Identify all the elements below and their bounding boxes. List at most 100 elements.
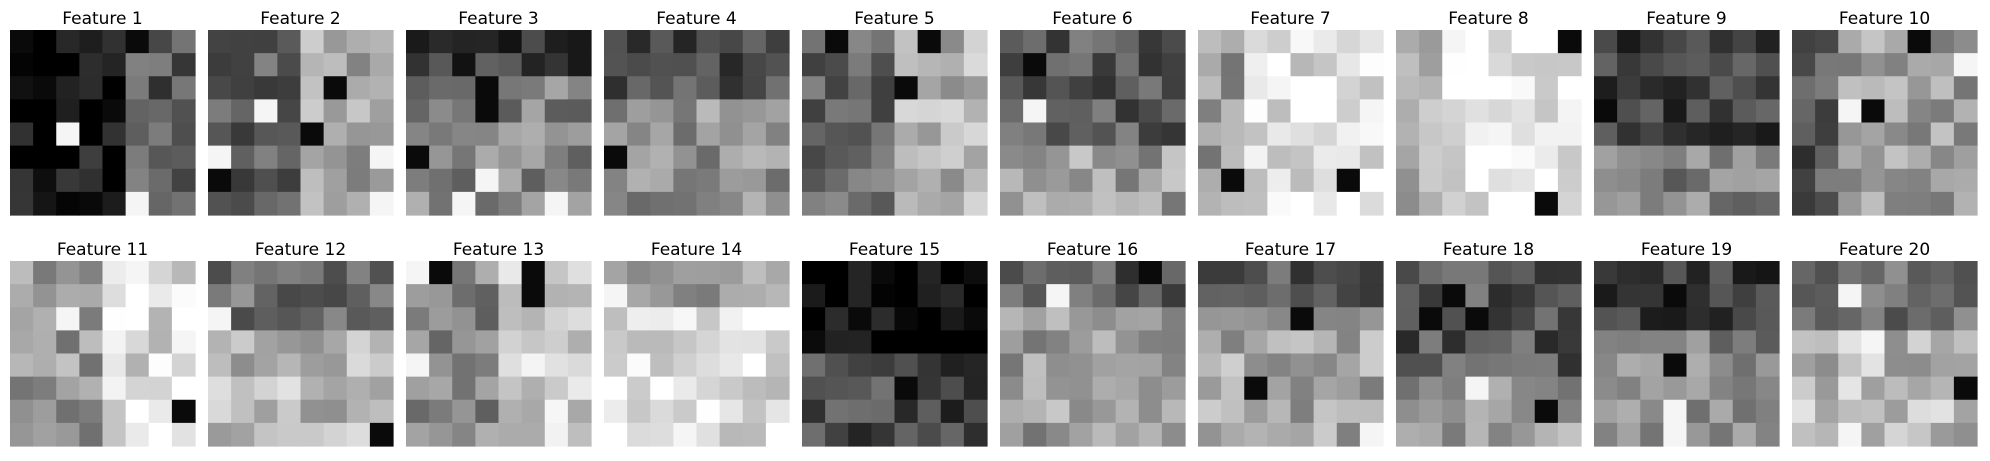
heatmap-cell bbox=[498, 76, 523, 100]
heatmap-cell bbox=[429, 99, 453, 124]
heatmap-cell bbox=[1884, 376, 1909, 401]
heatmap-cell bbox=[1267, 122, 1292, 147]
heatmap-cell bbox=[1732, 76, 1757, 100]
heatmap-cell bbox=[1663, 191, 1688, 216]
heatmap-cell bbox=[1953, 284, 1978, 308]
heatmap-cell bbox=[1930, 99, 1955, 124]
heatmap-cell bbox=[1594, 53, 1618, 77]
heatmap-panel-15: Feature 15 bbox=[802, 240, 988, 447]
heatmap-cell bbox=[1617, 99, 1641, 124]
heatmap-cell bbox=[1732, 330, 1757, 355]
heatmap-cell bbox=[148, 191, 173, 216]
heatmap-cell bbox=[1815, 330, 1839, 355]
heatmap-cell bbox=[10, 168, 34, 193]
heatmap-cell bbox=[1115, 261, 1140, 285]
heatmap-cell bbox=[452, 76, 476, 100]
heatmap-cell bbox=[1861, 376, 1886, 401]
heatmap-cell bbox=[1709, 376, 1734, 401]
heatmap-cell bbox=[346, 422, 371, 447]
heatmap-cell bbox=[1023, 145, 1047, 170]
heatmap-cell bbox=[171, 122, 196, 147]
heatmap-cell bbox=[802, 353, 826, 378]
heatmap-cell bbox=[1336, 330, 1361, 355]
heatmap-cell bbox=[475, 145, 500, 170]
heatmap-cell bbox=[1732, 399, 1757, 424]
heatmap-cell bbox=[148, 330, 173, 355]
heatmap-cell bbox=[79, 307, 104, 331]
heatmap-cell bbox=[254, 261, 278, 285]
heatmap-cell bbox=[1815, 191, 1839, 216]
heatmap-cell bbox=[300, 76, 325, 100]
heatmap-cell bbox=[1115, 30, 1140, 54]
heatmap-cell bbox=[963, 284, 988, 308]
heatmap-cell bbox=[208, 122, 232, 147]
heatmap-cell bbox=[1861, 168, 1886, 193]
heatmap-cell bbox=[346, 376, 371, 401]
heatmap-cell bbox=[567, 353, 592, 378]
heatmap-cell bbox=[323, 122, 348, 147]
heatmap-cell bbox=[125, 353, 150, 378]
heatmap-cell bbox=[369, 353, 394, 378]
heatmap-cell bbox=[1138, 168, 1163, 193]
heatmap-cell bbox=[1221, 168, 1245, 193]
heatmap-cell bbox=[1534, 168, 1559, 193]
heatmap-cell bbox=[1396, 53, 1420, 77]
heatmap-cell bbox=[521, 191, 546, 216]
heatmap-cell bbox=[1023, 168, 1047, 193]
heatmap-cell bbox=[1594, 284, 1618, 308]
heatmap-cell bbox=[742, 122, 767, 147]
heatmap-cell bbox=[1465, 353, 1490, 378]
heatmap-cell bbox=[1617, 376, 1641, 401]
heatmap-cell bbox=[1907, 145, 1932, 170]
heatmap-cell bbox=[1396, 191, 1420, 216]
heatmap-cell bbox=[1046, 76, 1070, 100]
heatmap-cell bbox=[1815, 53, 1839, 77]
heatmap-cell bbox=[56, 99, 80, 124]
heatmap-cell bbox=[544, 76, 569, 100]
heatmap-cell bbox=[33, 284, 57, 308]
heatmap-cell bbox=[1161, 399, 1186, 424]
heatmap-cell bbox=[673, 399, 698, 424]
heatmap-cell bbox=[521, 330, 546, 355]
heatmap-cell bbox=[429, 145, 453, 170]
heatmap-cell bbox=[1069, 330, 1094, 355]
heatmap-cell bbox=[1953, 30, 1978, 54]
heatmap-cell bbox=[1465, 422, 1490, 447]
heatmap-cell bbox=[1115, 122, 1140, 147]
heatmap-cell bbox=[277, 53, 302, 77]
heatmap-cell bbox=[1755, 330, 1780, 355]
heatmap-cell bbox=[848, 76, 872, 100]
heatmap-cell bbox=[848, 376, 872, 401]
heatmap-cell bbox=[1396, 76, 1420, 100]
heatmap-cell bbox=[56, 307, 80, 331]
heatmap-cell bbox=[917, 30, 942, 54]
heatmap-cell bbox=[1594, 330, 1618, 355]
heatmap-cell bbox=[848, 284, 872, 308]
heatmap-cell bbox=[1792, 330, 1816, 355]
heatmap-cell bbox=[917, 53, 942, 77]
panel-title: Feature 10 bbox=[1839, 9, 1930, 29]
heatmap-cell bbox=[765, 99, 790, 124]
heatmap-cell bbox=[1709, 422, 1734, 447]
heatmap-cell bbox=[627, 99, 651, 124]
heatmap-cell bbox=[1953, 422, 1978, 447]
heatmap-cell bbox=[102, 307, 127, 331]
heatmap-cell bbox=[650, 376, 674, 401]
heatmap-cell bbox=[369, 53, 394, 77]
heatmap-cell bbox=[1069, 168, 1094, 193]
heatmap-cell bbox=[1396, 307, 1420, 331]
heatmap-cell bbox=[1732, 353, 1757, 378]
heatmap-cell bbox=[1617, 168, 1641, 193]
heatmap-cell bbox=[1313, 145, 1338, 170]
heatmap-cell bbox=[1336, 30, 1361, 54]
heatmap-cell bbox=[369, 122, 394, 147]
heatmap-cell bbox=[300, 330, 325, 355]
heatmap-cell bbox=[627, 330, 651, 355]
heatmap-cell bbox=[673, 76, 698, 100]
heatmap-cell bbox=[719, 353, 744, 378]
heatmap-cell bbox=[1792, 376, 1816, 401]
heatmap-cell bbox=[1138, 191, 1163, 216]
heatmap-cell bbox=[1617, 261, 1641, 285]
heatmap-cell bbox=[1161, 122, 1186, 147]
heatmap-cell bbox=[521, 261, 546, 285]
